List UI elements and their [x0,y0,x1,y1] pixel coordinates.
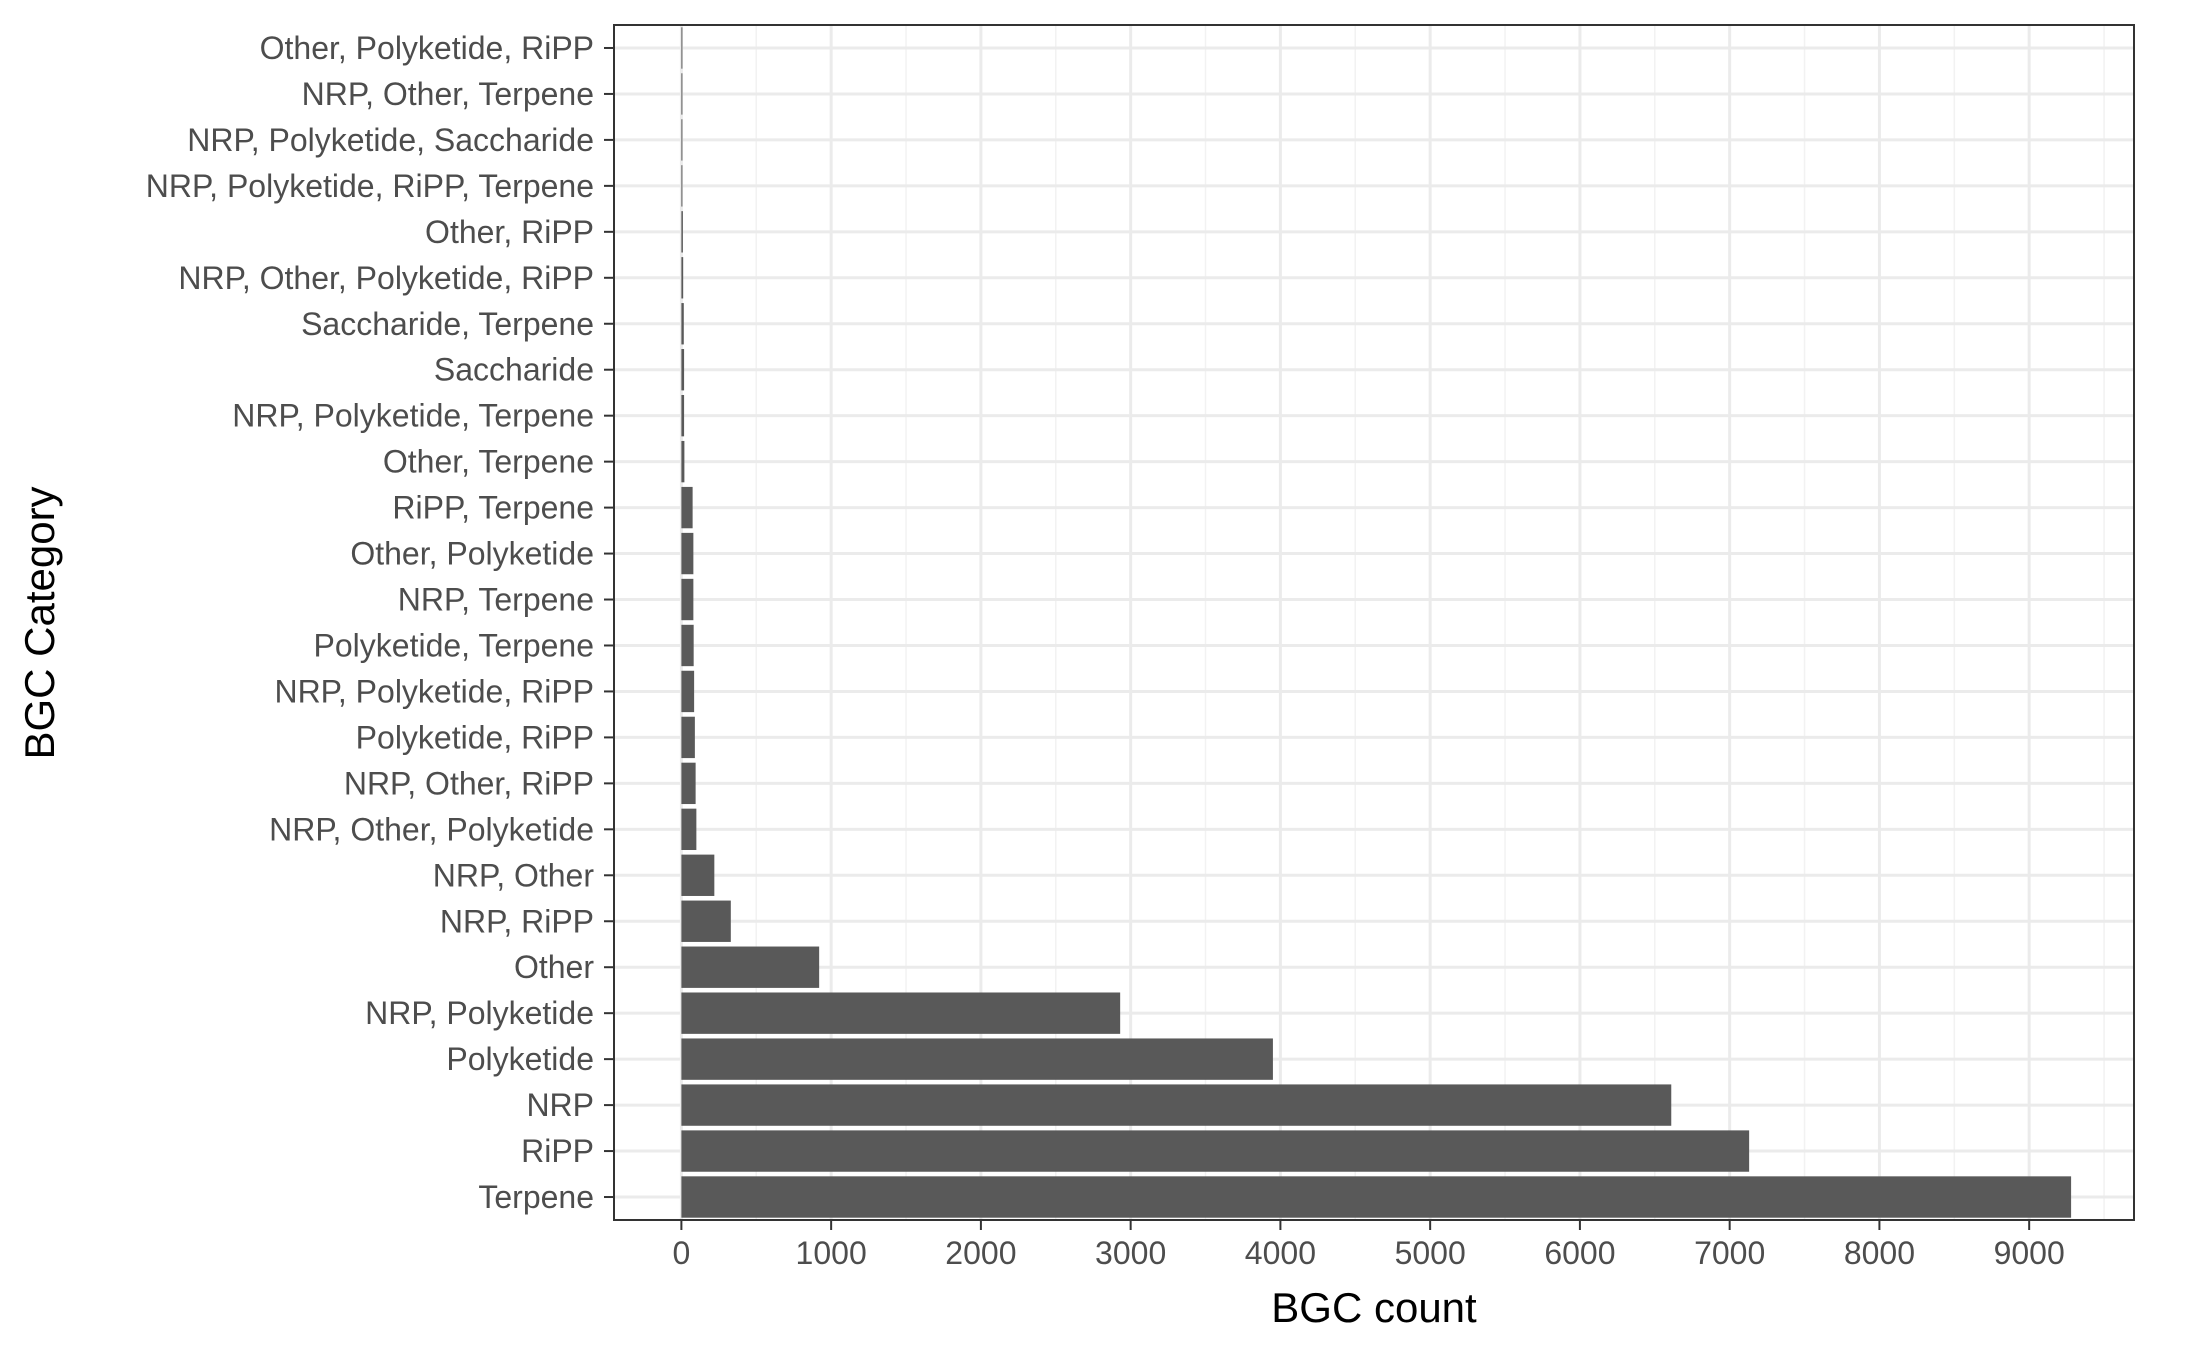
y-tick-label: Polyketide, RiPP [356,719,594,755]
y-tick-label: Polyketide [446,1041,594,1077]
bar [681,992,1121,1034]
x-axis-title: BGC count [1271,1284,1477,1331]
bar [681,440,685,483]
bar [681,73,683,115]
bar [681,303,684,345]
x-tick-label: 4000 [1245,1235,1316,1271]
x-tick-label: 8000 [1844,1235,1915,1271]
x-tick-label: 2000 [945,1235,1016,1271]
bar [681,1084,1672,1126]
y-tick-label: NRP, Polyketide, Saccharide [187,122,594,158]
bar [681,1176,2072,1218]
y-tick-label: NRP, Other, Polyketide, RiPP [178,260,594,296]
bars-group [681,27,2072,1218]
y-tick-label: NRP, Polyketide, RiPP [274,673,594,709]
bar [681,624,694,667]
bar [681,716,695,759]
bar [681,1038,1273,1080]
y-tick-label: NRP [526,1087,594,1123]
y-tick-label: RiPP, Terpene [392,490,594,526]
bar [681,578,694,621]
y-tick-label: Other, Polyketide, RiPP [260,30,594,66]
y-tick-label: Saccharide [434,352,594,388]
y-axis-title: BGC Category [16,486,63,759]
bar [681,808,697,851]
bar [681,854,715,896]
plot-panel-border [613,24,2135,1221]
y-tick-label: Other, Terpene [383,444,594,480]
bar [681,946,820,988]
bar [681,165,683,207]
y-tick-label: NRP, Other, Terpene [302,76,594,112]
bar [681,211,683,253]
y-tick-label: RiPP [521,1133,594,1169]
bar [681,900,731,942]
y-axis: Terpene RiPP NRP Polyketide NRP, Polyketide O… [146,30,614,1215]
y-tick-label: Other [514,949,594,985]
x-axis: 0 1000 2000 3000 4000 5000 6000 7000 8000 9000 [672,1220,2065,1271]
bar [681,762,696,805]
bar [681,670,695,713]
bar [681,394,685,437]
bar [681,257,684,299]
minor-gridlines [755,25,2105,1220]
y-tick-label: NRP, Polyketide, Terpene [232,398,594,434]
x-tick-label: 9000 [1994,1235,2065,1271]
y-tick-label: NRP, Other [433,857,595,893]
bar [681,119,683,161]
y-tick-label: NRP, RiPP [440,903,594,939]
y-tick-label: NRP, Other, RiPP [344,765,594,801]
bar [681,486,693,529]
y-tick-label: NRP, Polyketide, RiPP, Terpene [146,168,594,204]
y-tick-label: Terpene [478,1179,594,1215]
y-tick-label: Polyketide, Terpene [314,627,594,663]
bar [681,1130,1750,1172]
bar [681,27,683,69]
x-tick-label: 5000 [1395,1235,1466,1271]
bar [681,532,694,575]
y-tick-label: NRP, Other, Polyketide [269,811,594,847]
x-tick-label: 6000 [1544,1235,1615,1271]
bar [681,349,685,391]
y-tick-label: Other, RiPP [425,214,594,250]
x-tick-label: 1000 [796,1235,867,1271]
y-tick-label: Saccharide, Terpene [301,306,594,342]
y-tick-label: NRP, Terpene [398,582,594,618]
y-tick-label: Other, Polyketide [350,536,594,572]
x-tick-label: 3000 [1095,1235,1166,1271]
x-tick-label: 7000 [1694,1235,1765,1271]
y-tick-label: NRP, Polyketide [365,995,594,1031]
x-tick-label: 0 [672,1235,690,1271]
